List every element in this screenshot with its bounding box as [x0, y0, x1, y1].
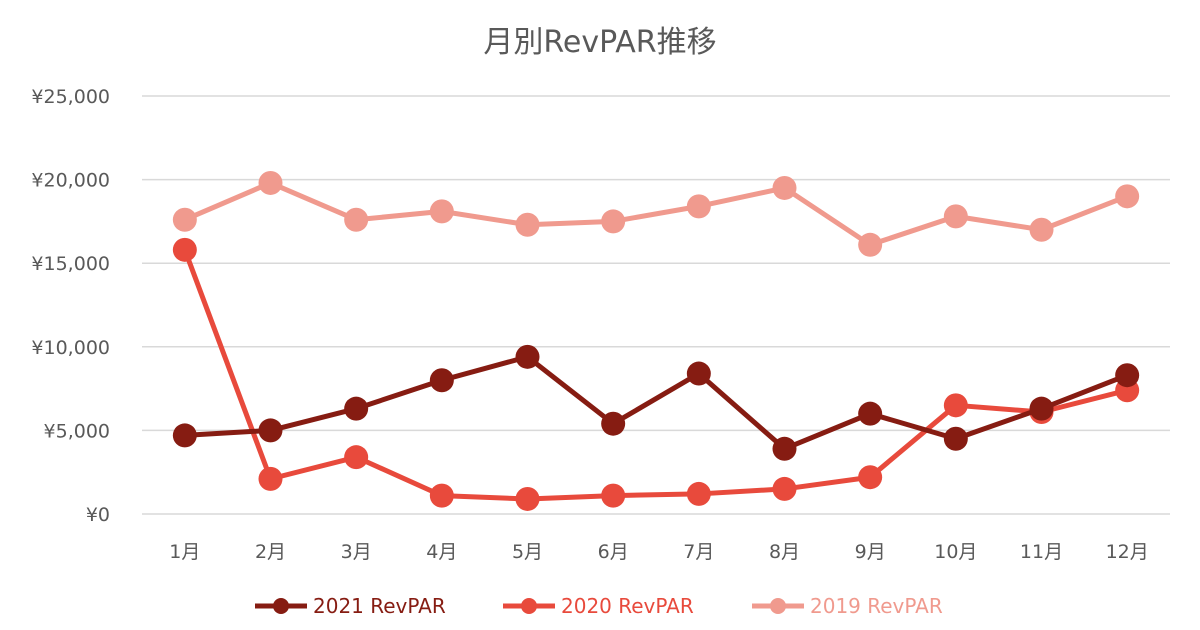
- data-point: [772, 476, 797, 501]
- y-tick-label: ¥15,000: [31, 253, 110, 275]
- x-tick-label: 2月: [255, 541, 286, 563]
- x-tick-label: 1月: [169, 541, 200, 563]
- data-point: [344, 396, 369, 421]
- data-point: [515, 212, 540, 237]
- data-point: [943, 426, 968, 451]
- data-point: [772, 436, 797, 461]
- x-tick-label: 6月: [598, 541, 629, 563]
- data-point: [686, 481, 711, 506]
- y-tick-label: ¥20,000: [31, 170, 110, 192]
- x-tick-label: 8月: [769, 541, 800, 563]
- data-point: [1115, 184, 1140, 209]
- series-line: [182, 248, 1128, 502]
- data-point: [258, 466, 283, 491]
- data-point: [1115, 363, 1140, 388]
- legend-label: 2019 RevPAR: [810, 594, 943, 618]
- data-point: [515, 344, 540, 369]
- x-tick-label: 4月: [426, 541, 457, 563]
- data-point: [858, 401, 883, 426]
- y-tick-label: ¥25,000: [31, 86, 110, 108]
- y-axis-tick-labels: ¥0 ¥5,000 ¥10,000 ¥15,000 ¥20,000 ¥25,000: [31, 86, 110, 526]
- data-point: [429, 368, 454, 393]
- data-point: [858, 232, 883, 257]
- data-point: [344, 445, 369, 470]
- data-point: [601, 483, 626, 508]
- data-point: [1029, 396, 1054, 421]
- series-layer: [172, 170, 1140, 511]
- data-point: [172, 423, 197, 448]
- data-point: [943, 393, 968, 418]
- data-point: [429, 483, 454, 508]
- x-tick-label: 10月: [934, 541, 977, 563]
- data-point: [344, 207, 369, 232]
- data-point: [686, 194, 711, 219]
- legend-item: 2020 RevPAR: [503, 594, 694, 618]
- y-tick-label: ¥5,000: [44, 420, 110, 442]
- data-point: [943, 204, 968, 229]
- series-2021-revpar: [172, 344, 1140, 461]
- data-point: [1029, 217, 1054, 242]
- data-point: [601, 411, 626, 436]
- legend: 2021 RevPAR 2020 RevPAR 2019 RevPAR: [255, 594, 943, 618]
- legend-item: 2021 RevPAR: [255, 594, 446, 618]
- x-tick-label: 9月: [855, 541, 886, 563]
- legend-item: 2019 RevPAR: [752, 594, 943, 618]
- x-tick-label: 12月: [1106, 541, 1149, 563]
- gridlines: [142, 95, 1170, 515]
- data-point: [772, 175, 797, 200]
- y-tick-label: ¥0: [86, 504, 110, 526]
- series-2019-revpar: [172, 170, 1140, 257]
- data-point: [429, 199, 454, 224]
- data-point: [258, 170, 283, 195]
- x-tick-label: 3月: [341, 541, 372, 563]
- legend-marker: [521, 598, 537, 614]
- data-point: [172, 207, 197, 232]
- x-axis-tick-labels: 1月 2月 3月 4月 5月 6月 7月 8月 9月 10月 11月 12月: [169, 541, 1148, 563]
- data-point: [172, 237, 197, 262]
- data-point: [515, 486, 540, 511]
- data-point: [858, 465, 883, 490]
- series-line: [183, 180, 1129, 248]
- x-tick-label: 7月: [683, 541, 714, 563]
- data-point: [258, 418, 283, 443]
- data-point: [601, 209, 626, 234]
- y-tick-label: ¥10,000: [31, 337, 110, 359]
- series-2020-revpar: [172, 237, 1140, 511]
- data-point: [686, 361, 711, 386]
- legend-marker: [770, 598, 786, 614]
- legend-label: 2020 RevPAR: [561, 594, 694, 618]
- legend-label: 2021 RevPAR: [313, 594, 446, 618]
- x-tick-label: 5月: [512, 541, 543, 563]
- chart-title: 月別RevPAR推移: [483, 25, 716, 60]
- series-line: [184, 354, 1129, 452]
- legend-marker: [273, 598, 289, 614]
- x-tick-label: 11月: [1020, 541, 1063, 563]
